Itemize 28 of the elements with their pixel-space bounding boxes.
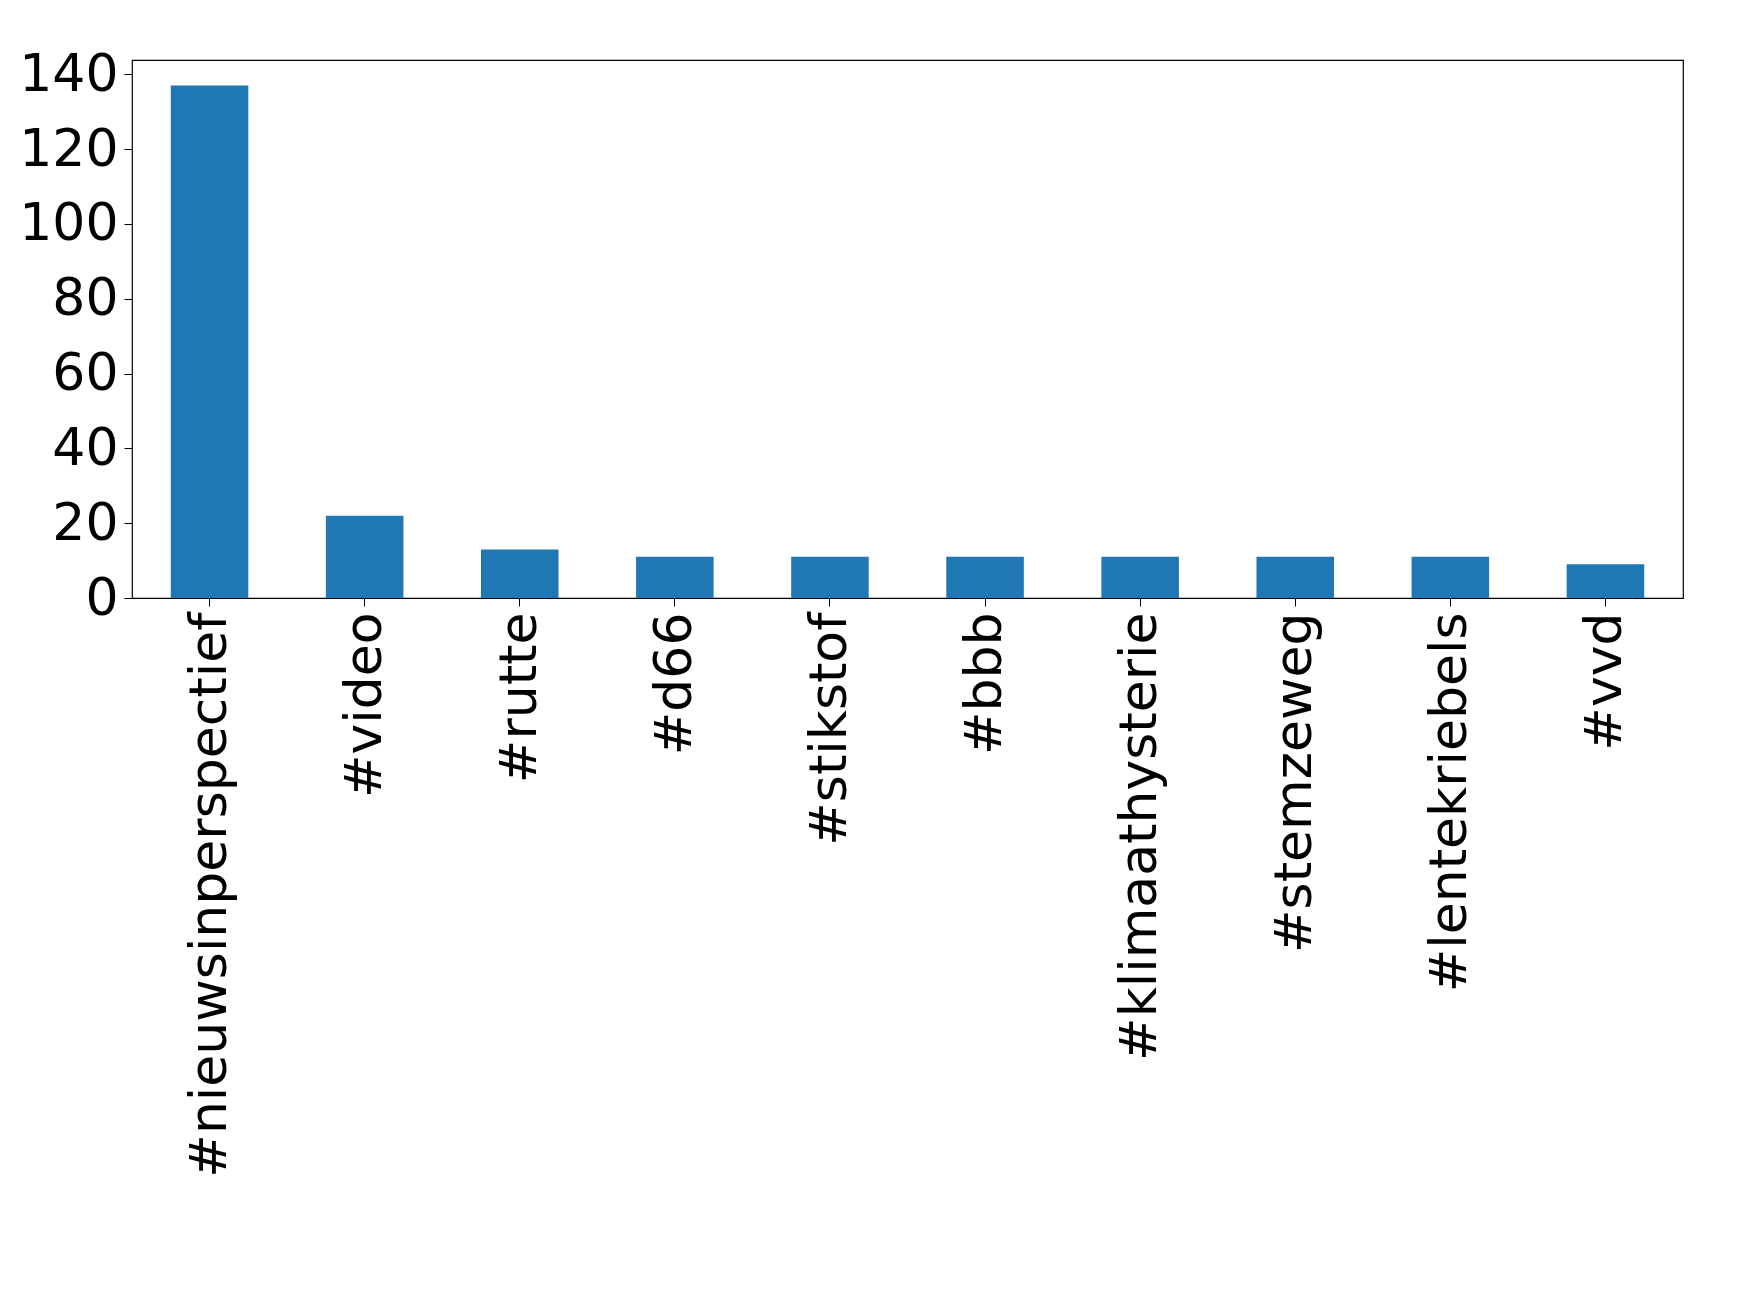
- bar: [480, 549, 559, 598]
- y-tick-label: 120: [19, 117, 119, 178]
- x-tick-label: #klimaathysterie: [1108, 612, 1169, 1061]
- y-tick-label: 40: [52, 416, 119, 477]
- x-tick-label: #vvd: [1573, 612, 1634, 751]
- bar: [1256, 556, 1335, 598]
- x-tick-label: #video: [332, 612, 393, 799]
- bar: [791, 556, 869, 598]
- x-tick-label: #stemzeweg: [1263, 612, 1324, 954]
- bar: [170, 85, 249, 598]
- y-tick-label: 80: [52, 267, 119, 328]
- bar: [1411, 556, 1490, 598]
- y-tick-label: 140: [19, 42, 119, 103]
- x-tick-label: #rutte: [487, 612, 548, 784]
- x-tick-label: #lentekriebels: [1418, 612, 1479, 993]
- y-tick-label: 60: [52, 342, 119, 403]
- x-tick-label: #bbb: [953, 612, 1014, 756]
- bar: [325, 515, 404, 598]
- x-tick-label: #d66: [642, 612, 703, 756]
- bar: [636, 556, 714, 598]
- y-tick-label: 0: [85, 566, 119, 627]
- bar: [946, 556, 1024, 598]
- bar: [1566, 564, 1645, 598]
- x-tick-label: #nieuwsinperspectief: [177, 610, 238, 1178]
- y-tick-label: 100: [19, 192, 119, 253]
- bar: [1101, 556, 1179, 598]
- y-tick-label: 20: [52, 491, 119, 552]
- x-tick-label: #stikstof: [797, 610, 858, 846]
